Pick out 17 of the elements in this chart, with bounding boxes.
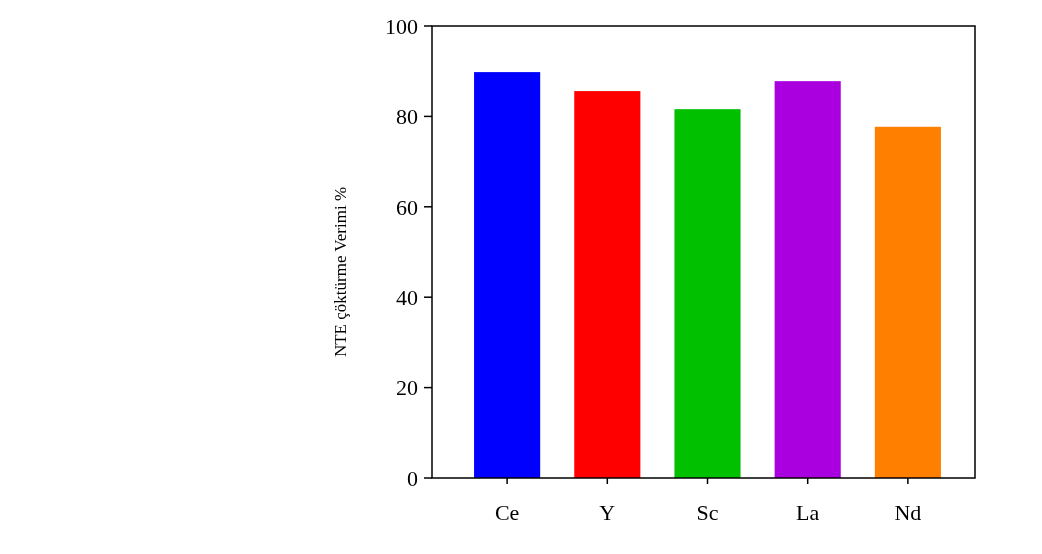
y-tick-label: 100 bbox=[385, 13, 418, 39]
x-tick-label: Ce bbox=[494, 500, 520, 525]
bar bbox=[474, 72, 541, 478]
bar bbox=[674, 109, 741, 478]
x-tick-label: La bbox=[796, 500, 820, 525]
bar bbox=[574, 91, 641, 478]
y-tick-label: 40 bbox=[396, 284, 418, 310]
x-tick-label: Sc bbox=[696, 500, 719, 525]
y-tick-label: 80 bbox=[396, 104, 418, 130]
y-axis-title: NTE çöktürme Verimi % bbox=[331, 186, 350, 358]
bar bbox=[774, 81, 841, 478]
y-tick-label: 20 bbox=[396, 375, 418, 401]
bar bbox=[874, 126, 941, 478]
x-tick-label: Nd bbox=[894, 500, 922, 525]
y-tick-label: 60 bbox=[396, 194, 418, 220]
y-tick-label: 0 bbox=[407, 465, 418, 491]
x-tick-label: Y bbox=[599, 500, 616, 525]
